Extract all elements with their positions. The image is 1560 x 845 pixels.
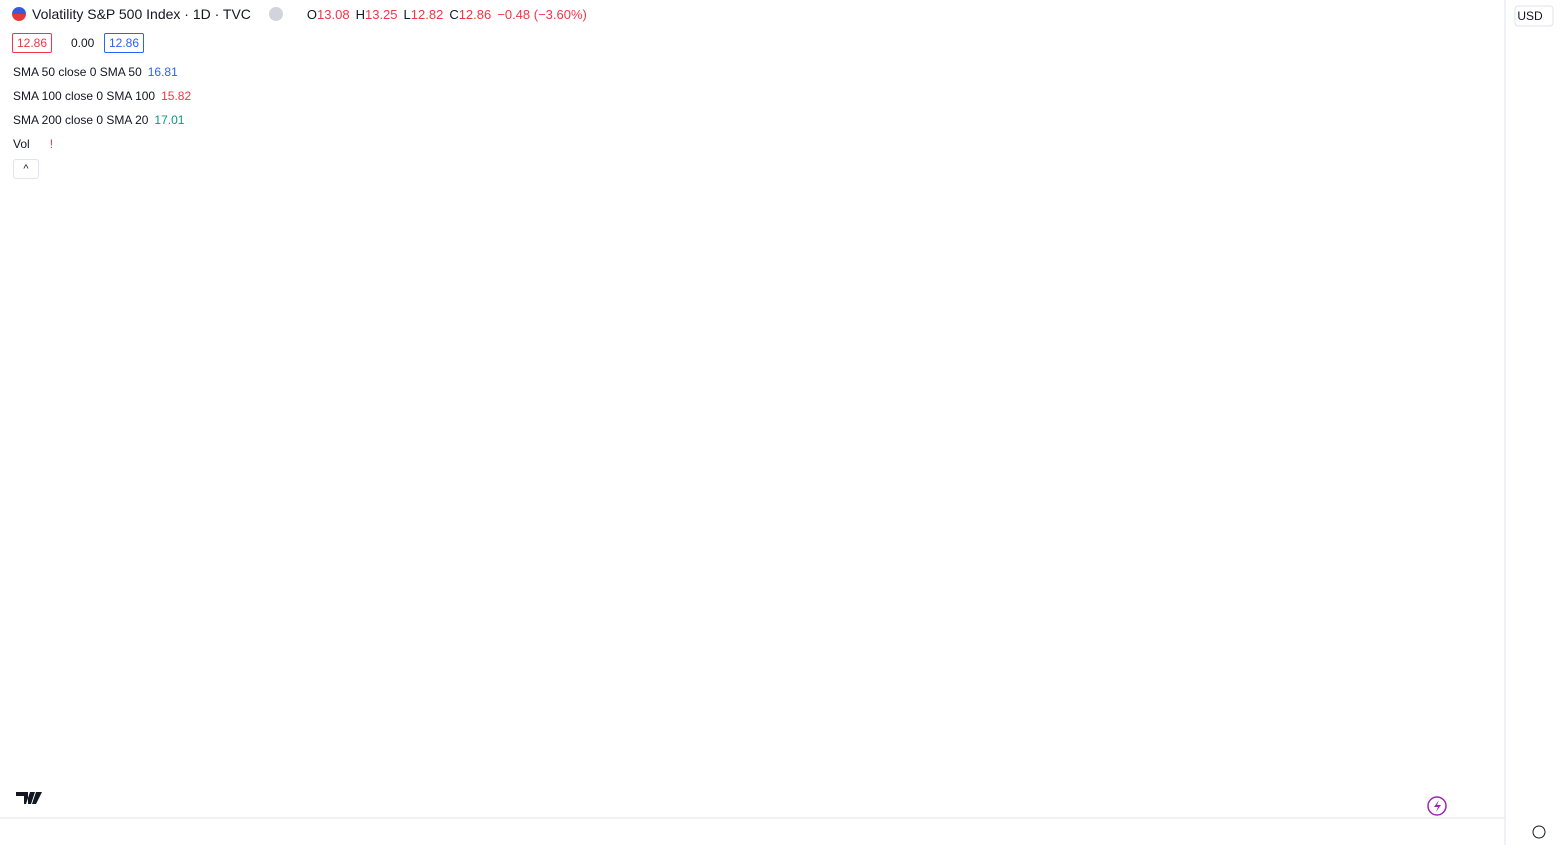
dot[interactable]: [268, 7, 283, 21]
ohlc-key: C: [449, 6, 459, 22]
indicator-label: SMA 200 close 0 SMA 20: [13, 113, 149, 127]
indicator: SMA 50 close 0 SMA 50 16.81: [13, 65, 178, 79]
change: −0.48 (−3.60%): [497, 6, 587, 22]
header: Volatility S&P 500 Index · 1D · TVC O13.…: [12, 6, 587, 22]
flag: [12, 7, 26, 21]
symbol-title: Volatility S&P 500 Index · 1D · TVC: [32, 6, 251, 22]
ohlc-value: 12.86: [458, 6, 492, 22]
collapse-button[interactable]: ^: [13, 159, 39, 179]
indicator: SMA 200 close 0 SMA 20 17.01: [13, 113, 184, 127]
ohlc-key: H: [355, 6, 365, 22]
volume-label: Vol!: [13, 137, 53, 151]
ohlc-key: L: [403, 6, 411, 22]
indicator-value: 15.82: [161, 89, 192, 103]
volume-warning[interactable]: !: [49, 137, 54, 151]
indicator-value: 17.01: [154, 113, 185, 127]
ask[interactable]: 12.86: [104, 33, 145, 53]
volume-text: Vol: [13, 137, 30, 151]
settings-icon[interactable]: [1532, 825, 1546, 839]
plot-bg: [0, 0, 1505, 818]
bid[interactable]: 12.86: [12, 33, 53, 53]
ohlc-value: 13.08: [317, 6, 350, 22]
alert-icon[interactable]: [1427, 796, 1447, 816]
indicator: SMA 100 close 0 SMA 100 15.82: [13, 89, 191, 103]
ohlc-value: 13.25: [364, 6, 398, 22]
indicator-value: 16.81: [147, 65, 178, 79]
ohlc: O13.08 H13.25 L12.82 C12.86: [301, 7, 491, 22]
logo: [16, 792, 42, 804]
currency-box[interactable]: [1514, 5, 1554, 27]
ohlc-key: O: [306, 6, 318, 22]
indicator-label: SMA 50 close 0 SMA 50: [13, 65, 142, 79]
spread: 0.00: [71, 36, 95, 50]
ohlc-value: 12.82: [410, 6, 444, 22]
indicator-label: SMA 100 close 0 SMA 100: [13, 89, 156, 103]
alert-icon-bolt: [1434, 800, 1441, 812]
currency: USD: [1517, 9, 1543, 23]
